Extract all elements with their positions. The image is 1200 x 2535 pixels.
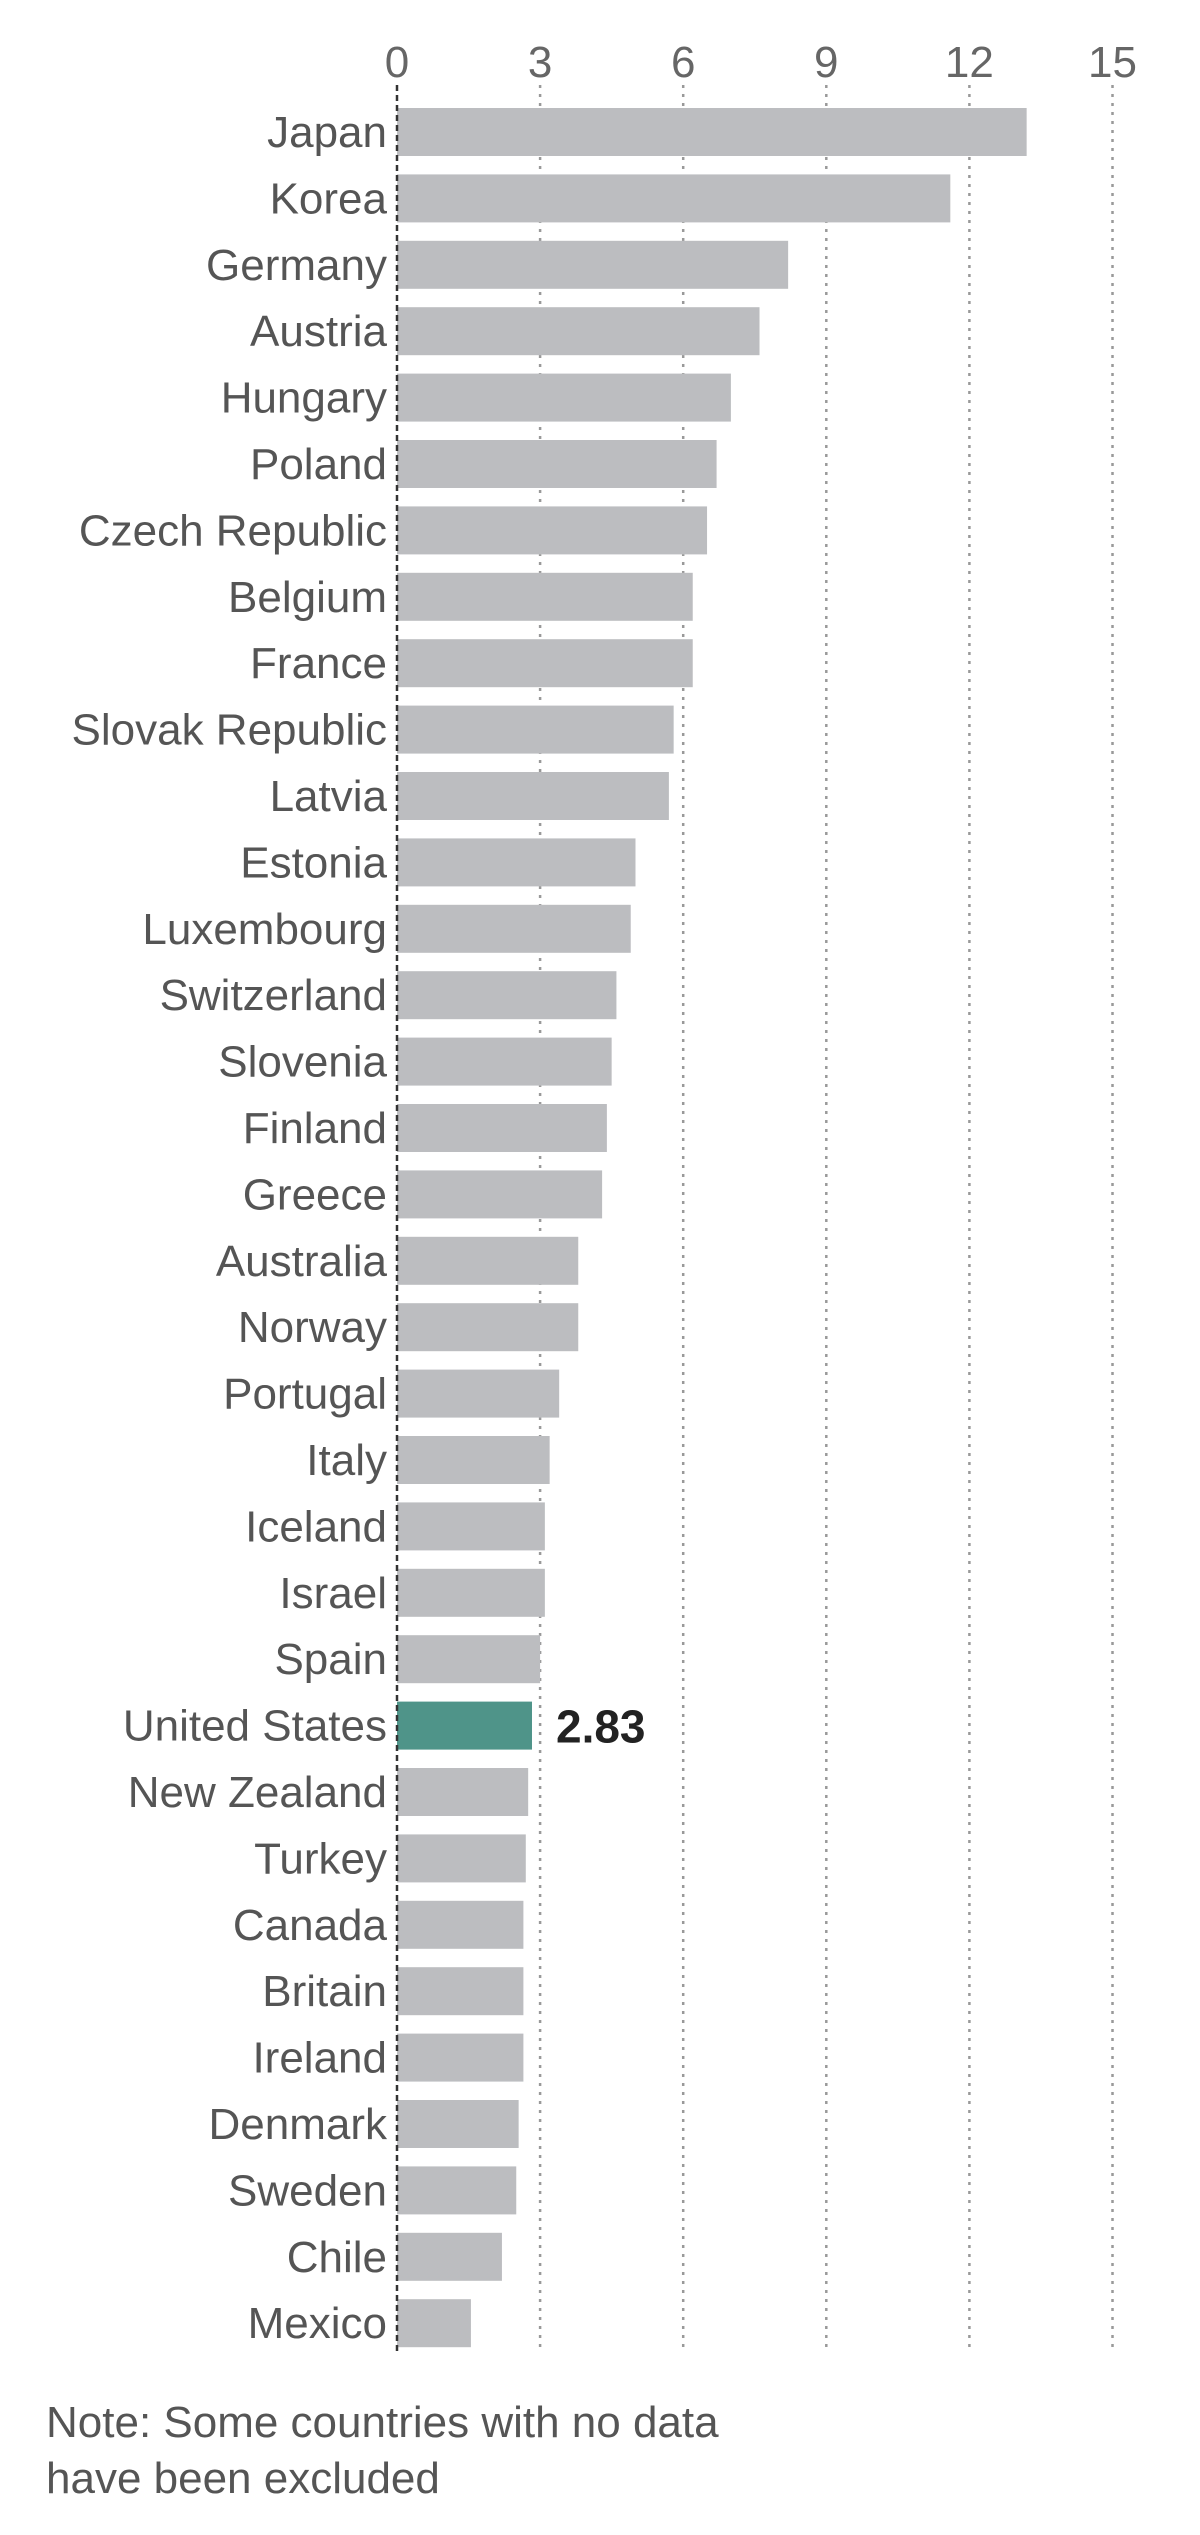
category-label-norway: Norway [238,1303,387,1352]
category-label-spain: Spain [274,1635,387,1684]
category-label-poland: Poland [250,440,387,489]
bar-germany [397,240,789,289]
bar-belgium [397,572,693,621]
bar-chile [397,2232,502,2281]
category-label-austria: Austria [250,307,387,356]
category-label-australia: Australia [216,1237,388,1286]
category-label-mexico: Mexico [248,2299,387,2348]
category-labels: Japan Korea Germany Austria Hungary Poland Cze… [72,108,388,2348]
category-label-czech-republic: Czech Republic [79,506,387,555]
bar-slovenia [397,1037,612,1086]
bar-estonia [397,838,636,887]
category-label-latvia: Latvia [270,772,388,821]
category-label-belgium: Belgium [228,573,387,622]
bar-latvia [397,772,669,820]
value-labels: 2.83 [556,1701,646,1753]
category-label-denmark: Denmark [209,2100,388,2149]
bar-canada [397,1900,524,1949]
bar-switzerland [397,971,617,1020]
category-label-slovenia: Slovenia [218,1038,387,1087]
category-label-sweden: Sweden [228,2166,387,2215]
bar-slovak-republic [397,705,674,754]
bar-japan [397,108,1027,156]
bar-czech-republic [397,506,708,555]
bar-greece [397,1170,603,1219]
bar-denmark [397,2100,519,2148]
category-label-germany: Germany [206,241,387,290]
category-label-new-zealand: New Zealand [128,1768,387,1817]
bar-finland [397,1104,607,1152]
x-tick-label-12: 12 [945,38,994,87]
category-label-luxembourg: Luxembourg [142,905,387,954]
bar-israel [397,1568,545,1617]
category-label-estonia: Estonia [240,838,387,887]
bar-spain [397,1635,541,1684]
value-label-united-states: 2.83 [556,1701,646,1753]
category-label-switzerland: Switzerland [160,971,387,1020]
x-tick-label-0: 0 [385,38,409,87]
category-label-greece: Greece [243,1170,387,1219]
category-label-france: France [250,639,387,688]
category-label-turkey: Turkey [254,1834,387,1883]
bar-hungary [397,373,731,422]
bar-turkey [397,1834,526,1883]
bar-korea [397,174,951,223]
x-tick-label-6: 6 [671,38,695,87]
category-label-hungary: Hungary [221,374,387,423]
bar-mexico [397,2299,471,2348]
category-label-israel: Israel [279,1569,387,1618]
category-label-iceland: Iceland [245,1502,387,1551]
bar-norway [397,1303,579,1352]
category-label-finland: Finland [243,1104,387,1153]
bar-sweden [397,2166,517,2215]
category-label-slovak-republic: Slovak Republic [72,706,388,755]
category-label-britain: Britain [262,1967,387,2016]
bar-portugal [397,1369,560,1418]
category-label-chile: Chile [287,2233,387,2282]
category-label-korea: Korea [270,174,388,223]
category-label-italy: Italy [306,1436,387,1485]
x-axis-tick-labels: 0 3 6 9 12 15 [385,38,1137,87]
bars [397,108,1027,2348]
bar-new-zealand [397,1768,529,1816]
category-label-ireland: Ireland [252,2034,387,2083]
bar-france [397,639,693,688]
bar-luxembourg [397,904,631,953]
bar-britain [397,1967,524,2016]
x-tick-label-9: 9 [814,38,838,87]
grid-lines [538,85,1114,2352]
x-tick-label-15: 15 [1088,38,1137,87]
bar-austria [397,307,760,356]
category-label-united-states: United States [123,1702,387,1751]
category-label-canada: Canada [233,1901,388,1950]
x-tick-label-3: 3 [528,38,552,87]
bar-australia [397,1236,579,1285]
category-label-japan: Japan [267,108,387,157]
chart-note: Note: Some countries with no data have b… [46,2398,719,2503]
bar-united-states [397,1701,532,1750]
bar-ireland [397,2033,524,2082]
bar-poland [397,440,717,488]
bar-iceland [397,1502,545,1551]
category-label-portugal: Portugal [223,1370,387,1419]
bar-italy [397,1436,550,1484]
